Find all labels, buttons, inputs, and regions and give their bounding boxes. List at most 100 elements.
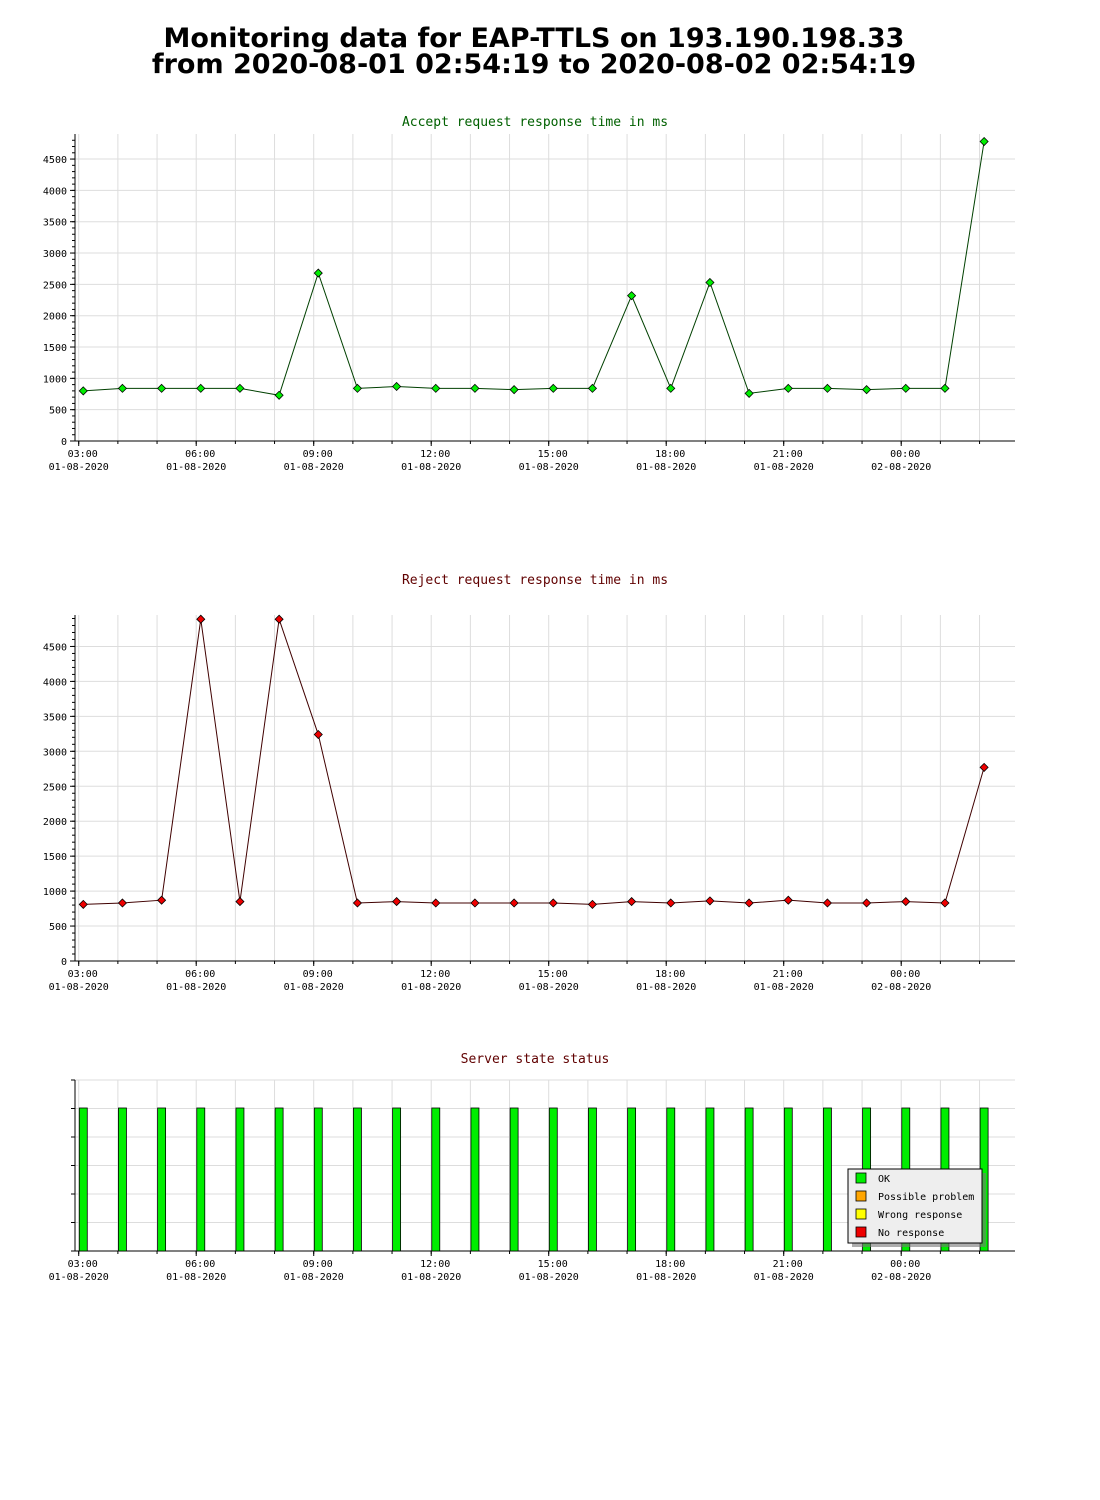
data-point — [78, 899, 88, 909]
x-tick-date-label: 01-08-2020 — [49, 1272, 109, 1283]
x-tick-date-label: 01-08-2020 — [284, 982, 344, 993]
status-bar — [783, 1107, 793, 1252]
y-tick-label: 2000 — [43, 312, 67, 323]
data-point — [352, 898, 363, 908]
data-point — [979, 762, 989, 772]
data-point — [627, 897, 637, 907]
status-bar — [431, 1107, 441, 1252]
x-tick-date-label: 01-08-2020 — [636, 1272, 696, 1283]
y-tick-label: 500 — [49, 922, 67, 933]
x-tick-date-label: 01-08-2020 — [401, 982, 461, 993]
data-point — [822, 898, 833, 908]
data-point — [392, 897, 402, 907]
status-bar — [274, 1107, 284, 1252]
chart-title: Reject request response time in ms — [402, 573, 668, 588]
status-bar — [705, 1107, 715, 1252]
x-tick-date-label: 01-08-2020 — [754, 982, 814, 993]
y-tick-label: 3500 — [43, 218, 67, 229]
x-tick-date-label: 01-08-2020 — [754, 462, 814, 473]
legend-label: Wrong response — [878, 1210, 962, 1221]
status-legend: OK Possible problem Wrong response No respo… — [847, 1168, 986, 1247]
status-chart: Server state status 03:00 01-08-2020 06:00 0… — [49, 1052, 1015, 1283]
status-bar — [196, 1107, 206, 1252]
x-tick-date-label: 01-08-2020 — [166, 1272, 226, 1283]
y-tick-label: 4000 — [43, 677, 67, 688]
data-point — [78, 386, 88, 396]
x-tick-date-label: 01-08-2020 — [519, 1272, 579, 1283]
y-tick-label: 0 — [61, 957, 67, 968]
y-tick-label: 4500 — [43, 155, 67, 166]
x-tick-time-label: 03:00 — [68, 969, 98, 980]
x-tick-time-label: 03:00 — [68, 1259, 98, 1270]
data-point — [274, 390, 284, 400]
x-tick-date-label: 01-08-2020 — [519, 462, 579, 473]
y-tick-label: 4000 — [43, 186, 67, 197]
x-tick-date-label: 02-08-2020 — [871, 982, 931, 993]
x-tick-time-label: 06:00 — [185, 1259, 215, 1270]
data-point — [470, 383, 480, 393]
y-tick-label: 2500 — [43, 782, 67, 793]
data-point — [352, 383, 363, 393]
y-tick-label: 2500 — [43, 280, 67, 291]
x-tick-time-label: 15:00 — [538, 1259, 568, 1270]
data-point — [940, 383, 950, 393]
x-tick-date-label: 01-08-2020 — [284, 462, 344, 473]
x-tick-date-label: 01-08-2020 — [519, 982, 579, 993]
y-tick-label: 0 — [61, 437, 67, 448]
data-point — [274, 614, 284, 624]
y-tick-label: 1500 — [43, 852, 67, 863]
data-point — [705, 277, 715, 288]
data-point — [627, 291, 637, 301]
data-point — [783, 383, 793, 393]
x-tick-date-label: 01-08-2020 — [636, 982, 696, 993]
y-tick-label: 1000 — [43, 374, 67, 385]
data-point — [666, 383, 676, 393]
data-point — [862, 898, 872, 908]
data-point — [979, 136, 989, 147]
x-tick-time-label: 21:00 — [773, 969, 803, 980]
data-point — [783, 895, 793, 905]
data-point — [157, 383, 167, 393]
data-point — [392, 381, 402, 392]
status-bar — [157, 1107, 167, 1252]
status-bar — [588, 1107, 597, 1252]
line-chart-1: Accept request response time in ms 0 500 10… — [43, 115, 1015, 473]
y-tick-label: 2000 — [43, 817, 67, 828]
data-point — [666, 898, 676, 908]
x-tick-date-label: 01-08-2020 — [401, 1272, 461, 1283]
data-point — [901, 897, 911, 907]
data-point — [822, 383, 833, 393]
data-point — [235, 897, 245, 907]
data-point — [705, 896, 715, 906]
status-bar — [392, 1107, 402, 1252]
data-point — [548, 898, 558, 908]
x-tick-date-label: 01-08-2020 — [636, 462, 696, 473]
x-tick-date-label: 01-08-2020 — [49, 462, 109, 473]
y-tick-label: 1000 — [43, 887, 67, 898]
data-point — [587, 899, 598, 909]
x-tick-date-label: 01-08-2020 — [754, 1272, 814, 1283]
chart-title: Server state status — [461, 1052, 610, 1067]
x-tick-time-label: 09:00 — [303, 449, 333, 460]
legend-swatch — [855, 1190, 867, 1202]
data-point — [196, 614, 206, 624]
data-point — [431, 383, 441, 393]
data-point — [744, 898, 754, 908]
data-point — [940, 898, 950, 908]
y-tick-label: 4500 — [43, 642, 67, 653]
legend-label: No response — [878, 1228, 944, 1239]
data-point — [196, 383, 206, 393]
status-bar — [353, 1107, 362, 1252]
legend-label: Possible problem — [878, 1192, 974, 1203]
page-title-line-1: Monitoring data for EAP-TTLS on 193.190.… — [163, 23, 905, 54]
data-point — [313, 729, 323, 740]
legend-box — [847, 1168, 983, 1244]
x-tick-time-label: 15:00 — [538, 969, 568, 980]
x-tick-time-label: 21:00 — [773, 1259, 803, 1270]
chart-title: Accept request response time in ms — [402, 115, 668, 130]
x-tick-time-label: 18:00 — [655, 1259, 685, 1270]
data-point — [117, 898, 128, 908]
data-point — [157, 895, 167, 905]
data-point — [744, 388, 754, 398]
